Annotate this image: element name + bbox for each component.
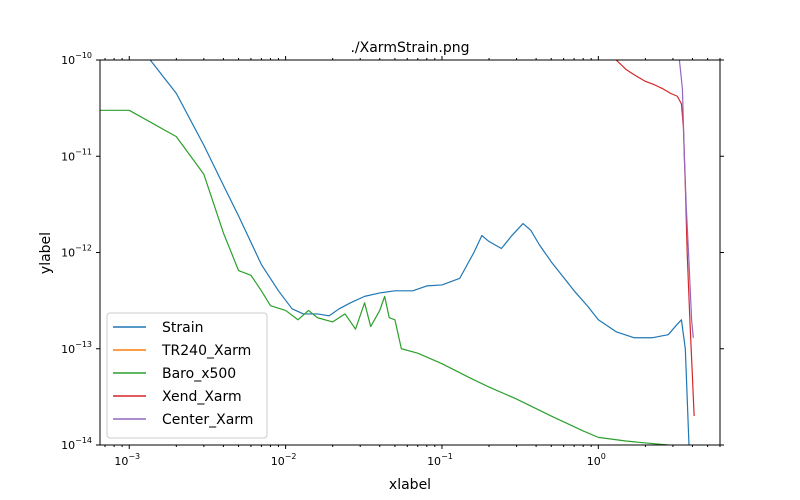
chart-title: ./XarmStrain.png [350,40,469,56]
series-layer [100,60,695,445]
series-line-xend-xarm [615,60,695,417]
x-tick-label-exponent: −2 [285,452,297,461]
y-tick-label-base: 10 [61,439,75,452]
x-tick-label-base: 10 [114,455,128,468]
x-tick-label: 100 [587,452,606,468]
y-tick-label-base: 10 [61,54,75,67]
legend-label-strain: Strain [162,320,203,336]
y-tick-label-exponent: −11 [75,147,92,156]
x-tick-label: 10−1 [427,452,453,468]
legend: Strain TR240_Xarm Baro_x500 Xend_Xarm Center… [106,312,268,439]
y-tick-label: 10−12 [61,244,92,260]
x-tick-label-base: 10 [587,455,601,468]
series-line-strain [149,60,690,445]
legend-label-xend-xarm: Xend_Xarm [162,389,242,405]
x-tick-label-base: 10 [271,455,285,468]
y-tick-label-base: 10 [61,343,75,356]
series-line-center-xarm [678,60,694,338]
y-tick-label-exponent: −14 [75,436,92,445]
x-tick-label-exponent: −3 [128,452,140,461]
legend-box [106,312,268,439]
y-tick-label: 10−14 [61,436,92,452]
series-line-baro-x500 [100,109,669,445]
y-axis-label: ylabel [38,232,54,274]
y-tick-label-base: 10 [61,247,75,260]
x-tick-label-base: 10 [427,455,441,468]
x-tick-label: 10−2 [271,452,297,468]
legend-label-center-xarm: Center_Xarm [162,412,253,428]
x-tick-label-exponent: −1 [441,452,453,461]
y-tick-label-exponent: −13 [75,340,92,349]
y-tick-label-exponent: −12 [75,244,92,253]
y-tick-label-base: 10 [61,150,75,163]
x-tick-label-exponent: 0 [601,452,606,461]
x-axis: 10−3 10−2 10−1 100 [104,56,721,468]
y-tick-label: 10−10 [61,51,92,67]
x-axis-label: xlabel [389,477,431,493]
y-tick-label-exponent: −10 [75,51,92,60]
legend-label-baro-x500: Baro_x500 [162,366,236,382]
y-tick-label: 10−11 [61,147,92,163]
x-tick-label: 10−3 [114,452,140,468]
y-tick-label: 10−13 [61,340,92,356]
legend-label-tr240-xarm: TR240_Xarm [161,343,251,359]
